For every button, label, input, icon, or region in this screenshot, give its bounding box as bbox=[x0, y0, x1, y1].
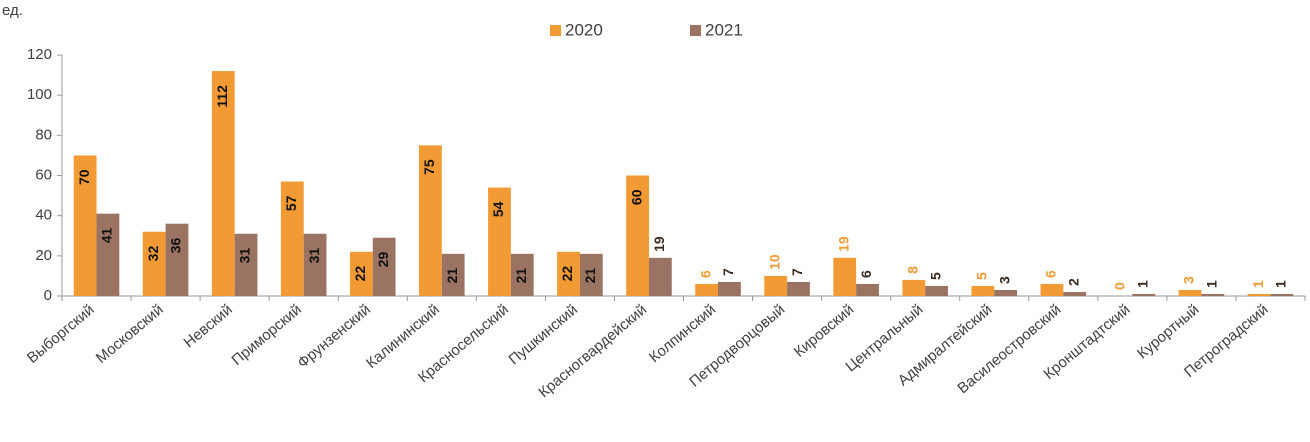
value-label: 1 bbox=[1250, 280, 1266, 288]
bar bbox=[994, 289, 1018, 296]
value-label: 22 bbox=[352, 266, 368, 282]
value-label: 6 bbox=[1043, 270, 1059, 278]
bar bbox=[695, 283, 719, 296]
bar bbox=[579, 253, 603, 296]
bar bbox=[1201, 293, 1225, 296]
value-label: 41 bbox=[99, 227, 115, 243]
value-label: 75 bbox=[421, 159, 437, 175]
y-tick-label: 60 bbox=[35, 166, 52, 183]
value-label: 32 bbox=[145, 246, 161, 262]
bar bbox=[718, 281, 741, 296]
bar bbox=[1063, 291, 1087, 296]
value-label: 0 bbox=[1112, 282, 1128, 290]
value-label: 21 bbox=[582, 268, 598, 284]
value-label: 10 bbox=[766, 254, 782, 270]
y-tick-label: 80 bbox=[35, 126, 52, 143]
value-label: 6 bbox=[697, 270, 713, 278]
value-label: 60 bbox=[628, 189, 644, 205]
value-label: 1 bbox=[1273, 280, 1289, 288]
value-label: 112 bbox=[214, 85, 230, 108]
legend-swatch bbox=[550, 25, 561, 36]
y-tick-label: 100 bbox=[27, 86, 52, 103]
value-label: 7 bbox=[720, 268, 736, 276]
value-label: 22 bbox=[559, 266, 575, 282]
bar bbox=[165, 223, 189, 296]
value-label: 21 bbox=[513, 268, 529, 284]
bar bbox=[764, 275, 788, 296]
x-tick-label: Выборгский bbox=[24, 301, 98, 367]
legend-label: 2020 bbox=[565, 20, 603, 39]
bar bbox=[96, 213, 120, 296]
value-label: 57 bbox=[283, 195, 299, 211]
x-tick-label: Невский bbox=[181, 301, 236, 351]
bar bbox=[211, 71, 235, 296]
value-label: 70 bbox=[76, 169, 92, 185]
bar bbox=[234, 233, 258, 296]
y-tick-label: 40 bbox=[35, 207, 52, 224]
bar bbox=[787, 281, 810, 296]
legend-swatch bbox=[690, 25, 701, 36]
bar bbox=[1270, 293, 1294, 296]
bar bbox=[510, 253, 534, 296]
x-tick-label: Кировский bbox=[791, 301, 857, 361]
bar bbox=[1247, 293, 1271, 296]
x-tick-label: Фрунзенский bbox=[294, 301, 374, 372]
value-label: 1 bbox=[1204, 280, 1220, 288]
value-label: 6 bbox=[858, 270, 874, 278]
bar bbox=[488, 187, 511, 296]
bar bbox=[73, 155, 97, 296]
bar bbox=[441, 253, 465, 296]
unit-label: ед. bbox=[2, 2, 23, 19]
value-label: 31 bbox=[306, 248, 322, 264]
value-label: 19 bbox=[651, 236, 667, 252]
bar bbox=[303, 233, 327, 296]
bar bbox=[648, 257, 672, 296]
legend-label: 2021 bbox=[705, 20, 743, 39]
value-label: 3 bbox=[1181, 276, 1197, 284]
value-label: 2 bbox=[1065, 278, 1081, 286]
bar bbox=[971, 285, 995, 296]
bar bbox=[142, 231, 166, 296]
bar bbox=[626, 175, 649, 296]
value-label: 7 bbox=[789, 268, 805, 276]
bar bbox=[280, 181, 304, 296]
bar bbox=[419, 145, 442, 296]
x-tick-label: Колпинский bbox=[646, 301, 719, 366]
y-tick-label: 0 bbox=[44, 287, 52, 304]
bar bbox=[1132, 293, 1156, 296]
bar bbox=[833, 257, 857, 296]
value-label: 19 bbox=[835, 236, 851, 252]
value-label: 8 bbox=[905, 266, 921, 274]
bar bbox=[925, 285, 948, 296]
value-label: 3 bbox=[996, 276, 1012, 284]
value-label: 29 bbox=[375, 252, 391, 268]
value-label: 21 bbox=[444, 268, 460, 284]
bar bbox=[1178, 289, 1202, 296]
bar bbox=[902, 279, 926, 296]
value-label: 31 bbox=[237, 248, 253, 264]
x-tick-label: Курортный bbox=[1134, 301, 1202, 362]
y-tick-label: 120 bbox=[27, 46, 52, 63]
value-label: 36 bbox=[168, 237, 184, 253]
value-label: 1 bbox=[1134, 280, 1150, 288]
value-label: 54 bbox=[490, 201, 506, 217]
bar bbox=[856, 283, 879, 296]
bar bbox=[349, 251, 373, 296]
bar bbox=[557, 251, 580, 296]
value-label: 5 bbox=[927, 272, 943, 280]
y-tick-label: 20 bbox=[35, 247, 52, 264]
bar bbox=[372, 237, 396, 296]
value-label: 5 bbox=[974, 272, 990, 280]
bar bbox=[1040, 283, 1064, 296]
x-tick-label: Московский bbox=[93, 301, 167, 367]
